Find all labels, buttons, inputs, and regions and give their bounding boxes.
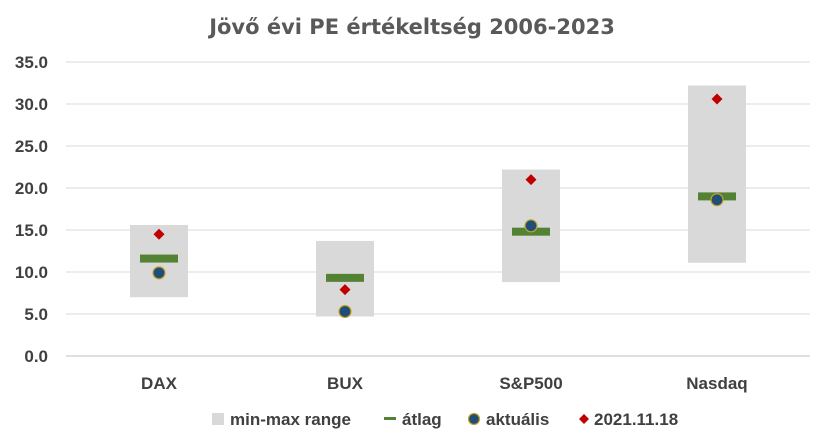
y-tick-label: 25.0 xyxy=(15,137,48,156)
x-tick-label: BUX xyxy=(327,374,364,393)
legend-average-swatch xyxy=(384,417,396,420)
average-mark xyxy=(326,273,364,282)
current-marker xyxy=(338,304,352,319)
y-axis: 0.0 5.0 10.0 15.0 20.0 25.0 30.0 35.0 xyxy=(15,53,48,366)
gridlines xyxy=(66,61,810,315)
current-marker xyxy=(710,193,724,207)
legend-range-swatch xyxy=(212,413,224,425)
x-tick-label: DAX xyxy=(141,374,178,393)
y-tick-label: 0.0 xyxy=(24,347,48,366)
y-tick-label: 35.0 xyxy=(15,53,48,72)
legend-date-swatch xyxy=(579,414,589,424)
legend-label: 2021.11.18 xyxy=(594,410,678,429)
legend-label: min-max range xyxy=(230,410,351,429)
y-tick-label: 5.0 xyxy=(24,305,48,324)
x-axis: DAX BUX S&P500 Nasdaq xyxy=(66,355,810,393)
y-tick-label: 10.0 xyxy=(15,263,48,282)
chart-title: Jövő évi PE értékeltség 2006-2023 xyxy=(207,15,615,39)
current-marker xyxy=(152,266,166,280)
x-tick-label: S&P500 xyxy=(499,374,562,393)
legend-label: aktuális xyxy=(486,410,549,429)
date-marker xyxy=(339,284,351,296)
date-marker xyxy=(525,174,537,186)
legend-label: átlag xyxy=(402,410,442,429)
legend: min-max range átlag aktuális 2021.11.18 xyxy=(212,410,678,429)
range-bar-nasdaq xyxy=(688,85,746,263)
y-tick-label: 15.0 xyxy=(15,221,48,240)
range-bars xyxy=(130,85,746,317)
current-marker xyxy=(524,219,538,233)
average-mark xyxy=(140,254,178,263)
y-tick-label: 20.0 xyxy=(15,179,48,198)
legend-current-swatch xyxy=(467,412,481,426)
date-marker xyxy=(153,228,165,240)
x-tick-label: Nasdaq xyxy=(686,374,747,393)
markers xyxy=(140,93,736,319)
date-marker xyxy=(711,93,723,105)
y-tick-label: 30.0 xyxy=(15,95,48,114)
